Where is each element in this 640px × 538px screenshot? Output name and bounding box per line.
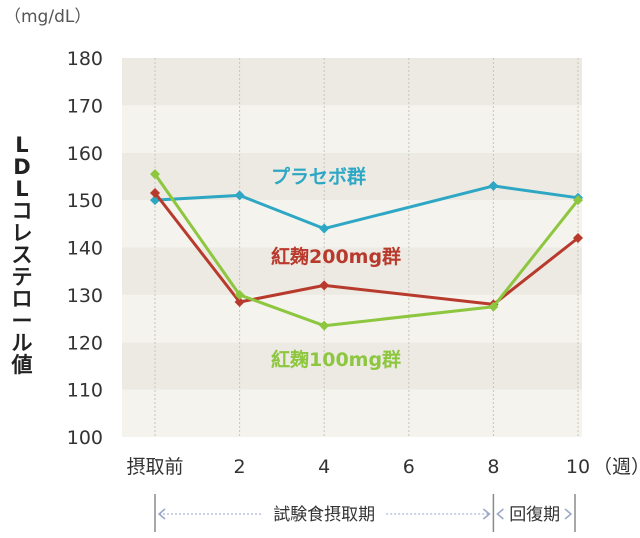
plot-band — [122, 294, 582, 343]
y-axis-ticks: 100 110 120 130 140 150 160 170 180 — [67, 48, 103, 449]
y-axis-label-char: ス — [12, 243, 33, 267]
x-tick-label: 8 — [487, 456, 499, 478]
plot-band — [122, 247, 582, 295]
y-axis-label-char: レ — [12, 221, 33, 245]
y-axis-label-char: テ — [12, 265, 33, 289]
data-point — [319, 280, 330, 291]
plot-band — [122, 200, 582, 248]
y-tick-label: 160 — [67, 143, 103, 165]
arrow-right-icon — [482, 508, 491, 520]
data-point — [573, 233, 583, 244]
plot-band — [122, 105, 582, 153]
data-point — [234, 296, 245, 307]
y-axis-label-char: コ — [12, 199, 33, 223]
arrow-left-icon — [157, 508, 166, 520]
series-name-label: 紅麹200mg群 — [271, 245, 401, 268]
plot-bands — [122, 58, 582, 437]
x-tick-label: 2 — [234, 456, 246, 478]
period-label: 回復期 — [509, 505, 560, 525]
x-tick-label: 10 — [566, 456, 590, 478]
y-tick-label: 170 — [67, 95, 103, 117]
vertical-grid — [154, 58, 579, 437]
arrow-left-icon — [496, 508, 504, 520]
period-brackets: 試験食摂取期 回復期 — [154, 494, 576, 532]
y-tick-label: 100 — [67, 427, 103, 449]
x-tick-label: 6 — [403, 456, 415, 478]
data-point — [319, 320, 330, 331]
data-point — [150, 169, 160, 180]
x-tick-label: 摂取前 — [126, 456, 183, 478]
data-point — [150, 188, 160, 199]
y-tick-label: 140 — [67, 238, 103, 260]
plot-band — [122, 152, 582, 201]
data-point — [488, 180, 499, 191]
plot-band — [122, 389, 582, 437]
data-point — [234, 190, 245, 201]
y-axis-label-char: 値 — [11, 353, 33, 377]
y-axis-label-char: ロ — [12, 287, 33, 311]
plot-band — [122, 58, 582, 106]
data-point — [573, 195, 583, 206]
data-point — [488, 301, 499, 312]
y-tick-label: 130 — [67, 285, 103, 307]
y-unit-label: （mg/dL） — [4, 7, 91, 27]
series-name-label: 紅麹100mg群 — [271, 348, 401, 371]
y-tick-label: 180 — [67, 48, 103, 70]
y-axis-label-char: ー — [12, 309, 33, 333]
y-tick-label: 110 — [67, 380, 103, 402]
y-tick-label: 120 — [67, 332, 103, 354]
x-axis-ticks: 摂取前 2 4 6 8 10 — [126, 456, 590, 478]
plot-band — [122, 342, 582, 390]
y-axis-label-char: L — [15, 177, 28, 201]
data-point — [319, 223, 330, 234]
arrow-right-icon — [564, 508, 573, 520]
x-tick-label: 4 — [318, 456, 330, 478]
period-label: 試験食摂取期 — [273, 505, 375, 525]
y-axis-label-char: D — [13, 155, 30, 179]
x-unit-label: （週） — [593, 456, 640, 478]
series-layer — [150, 169, 583, 331]
y-axis-label-char: ル — [12, 331, 33, 355]
y-axis-label-char: L — [15, 133, 28, 157]
y-tick-label: 150 — [67, 190, 103, 212]
data-point — [234, 289, 245, 300]
series-name-label: プラセボ群 — [271, 165, 366, 188]
